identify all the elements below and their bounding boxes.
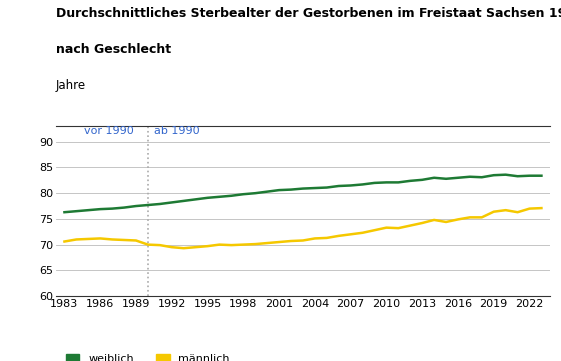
Text: nach Geschlecht: nach Geschlecht [56,43,171,56]
Text: Jahre: Jahre [56,79,86,92]
Text: Durchschnittliches Sterbealter der Gestorbenen im Freistaat Sachsen 1983 bis 202: Durchschnittliches Sterbealter der Gesto… [56,7,561,20]
Text: ab 1990: ab 1990 [154,126,200,136]
Legend: weiblich, männlich: weiblich, männlich [62,349,234,361]
Text: vor 1990: vor 1990 [84,126,134,136]
